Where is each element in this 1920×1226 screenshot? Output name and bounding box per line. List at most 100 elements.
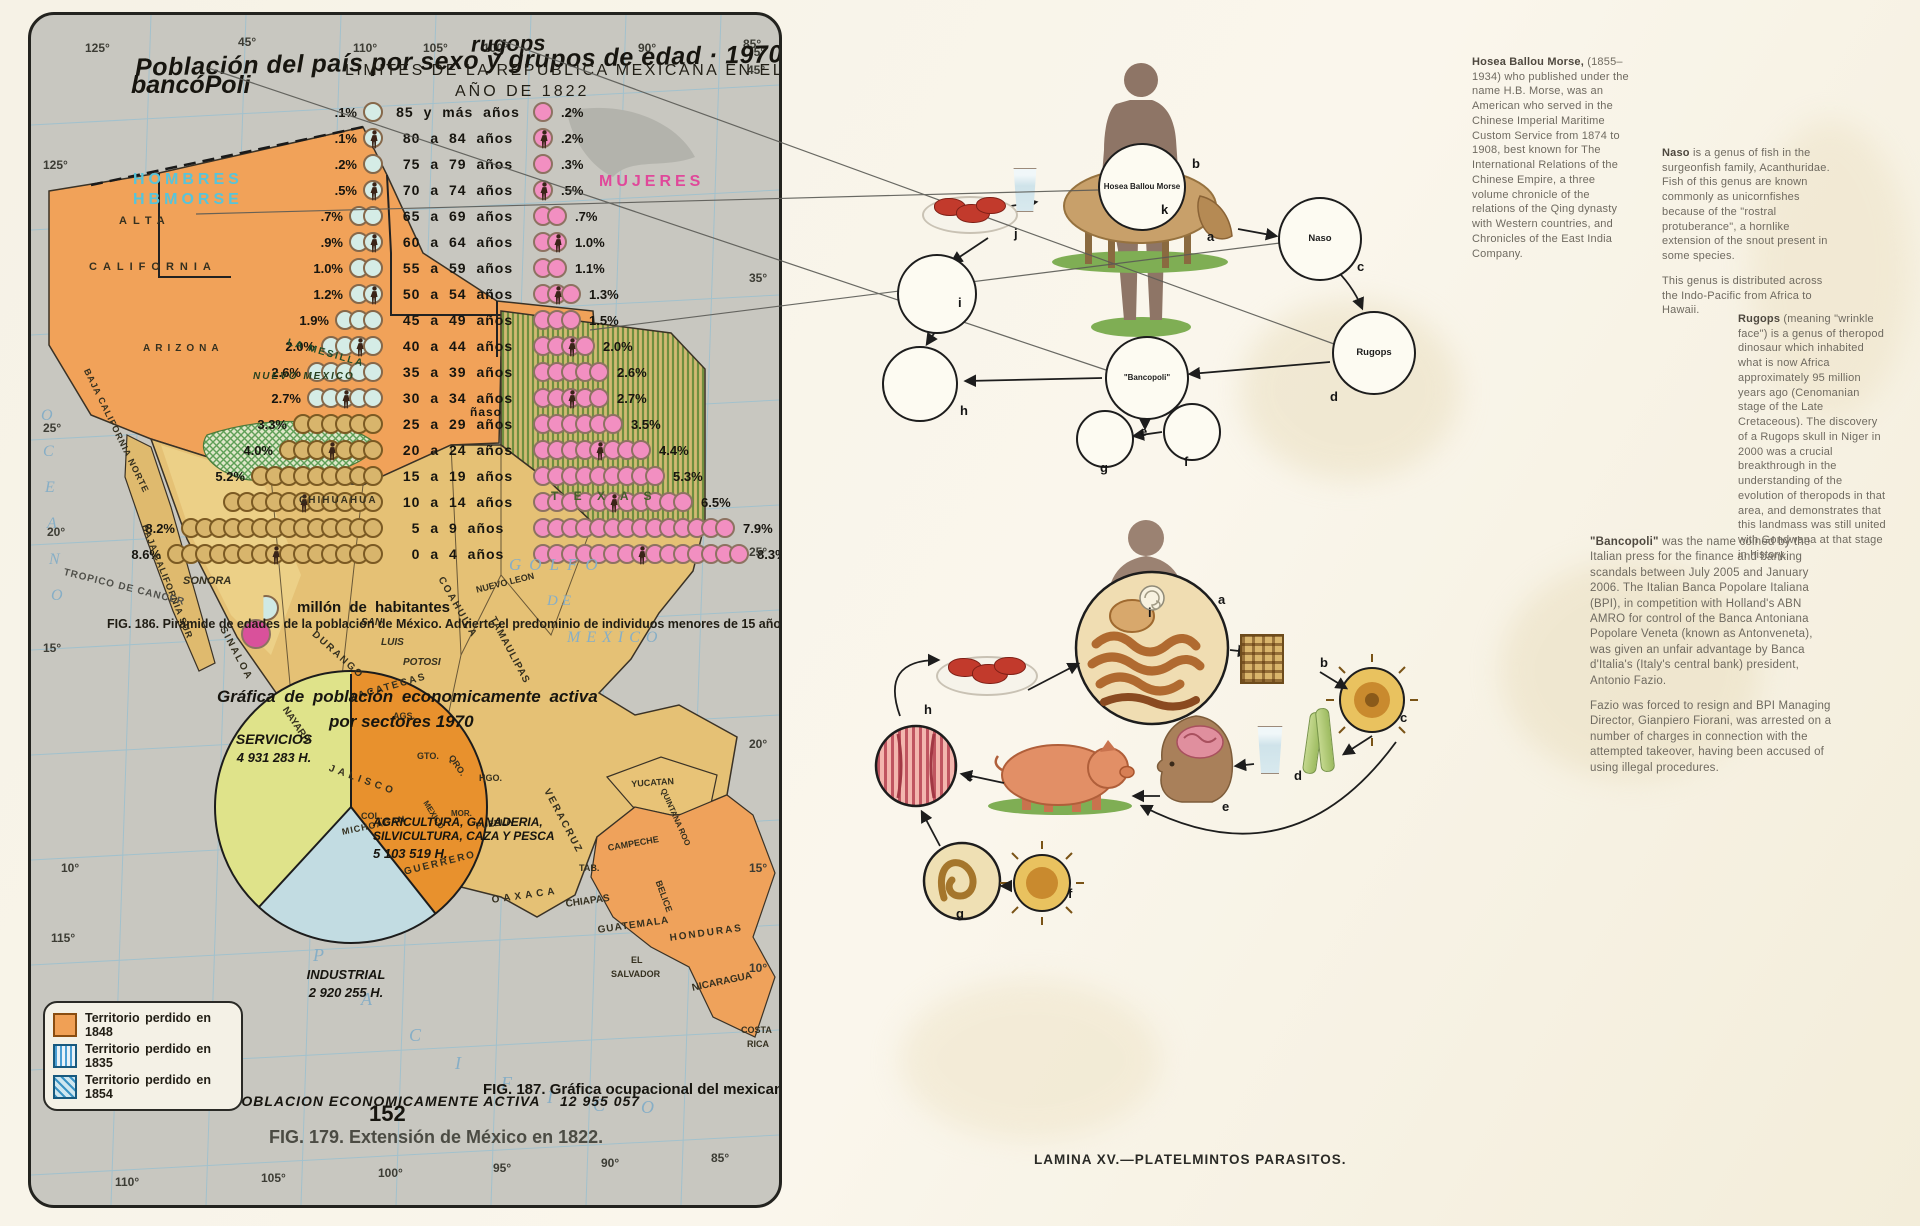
bancopoli-lead: "Bancopoli" xyxy=(1590,536,1659,548)
fig187-caption: FIG. 187. Gráfica ocupacional del mexica… xyxy=(483,1081,782,1098)
age-group-label: 45 a 49 años xyxy=(402,312,514,328)
pyramid-row: 2.0% 40 a 44 años 2.0% xyxy=(31,333,779,359)
sector-pie-chart xyxy=(214,670,488,944)
male-percent-label: 2.0% xyxy=(285,338,315,354)
female-disc xyxy=(645,466,665,486)
female-percent-label: .7% xyxy=(575,208,598,224)
graticule-label: 45° xyxy=(747,63,766,77)
cycle-letter-e: e xyxy=(1140,424,1148,439)
servicios-value: 4 931 283 H. xyxy=(236,750,312,765)
larva-circle-art xyxy=(922,841,1002,921)
proglottid-icon xyxy=(1240,634,1284,684)
male-disc xyxy=(363,362,383,382)
hidden-word-hbmorse: HBMORSE xyxy=(133,191,243,208)
agro-value: 5 103 519 H. xyxy=(373,846,448,861)
pyramid-row: 1.0% 55 a 59 años 1.1% xyxy=(31,255,779,281)
cycle-letter-f: f xyxy=(1184,454,1189,469)
pie-label-industrial: INDUSTRIAL 2 920 255 H. xyxy=(271,967,421,1000)
map-label: RICA xyxy=(747,1039,769,1049)
age-group-label: 20 a 24 años xyxy=(402,442,514,458)
map-label: DE xyxy=(547,593,575,609)
female-disc xyxy=(547,232,567,253)
map-label: CALIFORNIA xyxy=(89,261,217,273)
male-disc xyxy=(363,154,383,174)
age-group-label: 50 a 54 años xyxy=(402,286,514,302)
node-bancopoli-label: "Bancopoli" xyxy=(1123,372,1171,382)
legend-item-1848: Territorio perdido en 1848 xyxy=(53,1011,233,1039)
map-label: LUIS xyxy=(381,637,404,648)
pyramid-row: 2.6% 35 a 39 años 2.6% xyxy=(31,359,779,385)
female-percent-label: .3% xyxy=(561,156,584,172)
cycle-letter-c: c xyxy=(1400,710,1408,725)
pyramid-row: 10 a 14 años 6.5% xyxy=(31,489,779,515)
female-percent-label: 1.1% xyxy=(575,260,605,276)
male-disc xyxy=(363,440,383,460)
cycle-letter-i: i xyxy=(958,295,962,310)
female-disc xyxy=(603,414,623,434)
age-group-label: 55 a 59 años xyxy=(402,260,514,276)
graticule-label: 115° xyxy=(51,931,76,945)
female-percent-label: 8.3% xyxy=(757,546,779,562)
cycle-letter-h: h xyxy=(960,403,968,418)
male-percent-label: 8.2% xyxy=(145,520,175,536)
paper-stain xyxy=(900,980,1160,1140)
map-label: AGS. xyxy=(393,711,416,721)
female-percent-label: 3.5% xyxy=(631,416,661,432)
node-i xyxy=(897,254,977,334)
age-group-label: 40 a 44 años xyxy=(402,338,514,354)
meat-slice xyxy=(994,657,1026,675)
brain-head-art xyxy=(1156,715,1234,803)
female-percent-label: 1.5% xyxy=(589,312,619,328)
map-subtitle-ano: AÑO DE 1822 xyxy=(455,83,590,100)
age-group-label: 75 a 79 años xyxy=(402,156,514,172)
map-label: C xyxy=(593,1095,606,1115)
graticule-label: 10° xyxy=(749,961,768,975)
hidden-word-naso: ñaso xyxy=(470,405,503,419)
graticule-label: 110° xyxy=(115,1175,140,1189)
age-group-label: 35 a 39 años xyxy=(402,364,514,380)
female-disc xyxy=(631,440,651,460)
fig186-caption: FIG. 186. Pirámide de edades de la pobla… xyxy=(107,617,782,631)
series-label-mujeres: MUJERES xyxy=(599,173,705,190)
paper-stain xyxy=(1750,120,1910,420)
female-percent-label: 2.6% xyxy=(617,364,647,380)
agro-label-2: SILVICULTURA, CAZA Y PESCA xyxy=(373,829,555,843)
map-label: T E X A S xyxy=(551,489,658,503)
legend-item-1835: Territorio perdido en 1835 xyxy=(53,1042,233,1070)
pie-title-line2: por sectores 1970 xyxy=(329,712,474,731)
text-block-hosea: Hosea Ballou Morse, (1855–1934) who publ… xyxy=(1472,55,1634,271)
cycle-letter-k: k xyxy=(1161,202,1169,217)
pyramid-row: .1% 80 a 84 años .2% xyxy=(31,125,779,151)
graticule-label: 85° xyxy=(711,1151,730,1165)
female-disc xyxy=(547,206,567,226)
male-percent-label: 8.6% xyxy=(131,546,161,562)
age-group-label: 25 a 29 años ñaso xyxy=(402,405,514,432)
node-naso-label: Naso xyxy=(1308,232,1332,244)
million-icon xyxy=(241,619,271,649)
map-label: A xyxy=(47,515,57,532)
graticule-label: 75° xyxy=(747,45,766,59)
female-percent-label: 2.7% xyxy=(617,390,647,406)
text-block-bancopoli: "Bancopoli" was the name coined by the I… xyxy=(1590,535,1832,786)
industrial-value: 2 920 255 H. xyxy=(308,985,384,1000)
graticule-label: 125° xyxy=(43,158,68,172)
cycle-letter-i: i xyxy=(1148,605,1152,620)
male-disc xyxy=(363,492,383,512)
female-percent-label: 1.3% xyxy=(589,286,619,302)
male-percent-label: 2.7% xyxy=(271,390,301,406)
great-lakes xyxy=(567,107,695,177)
map-label: SONORA xyxy=(183,575,232,587)
female-percent-label: .2% xyxy=(561,104,584,120)
arrows-bottom xyxy=(893,644,1397,893)
graticule-label: 15° xyxy=(43,641,62,655)
age-group-label: 85 y más años xyxy=(396,104,520,120)
map-label: CHIHUAHUA xyxy=(299,495,378,506)
pyramid-row: 3.3% 25 a 29 años ñaso 3.5% xyxy=(31,405,779,437)
map-subtitle-limites: LIMITES DE LA REPUBLICA MEXICANA EN EL xyxy=(345,62,782,79)
agro-label-1: AGRICULTURA, GANADERIA, xyxy=(373,815,543,829)
female-disc xyxy=(575,336,595,356)
graticule-label: 10° xyxy=(61,861,80,875)
node-bancopoli: "Bancopoli" xyxy=(1105,336,1189,420)
map-label: ALTA xyxy=(119,215,171,227)
map-label: COSTA xyxy=(741,1025,772,1035)
